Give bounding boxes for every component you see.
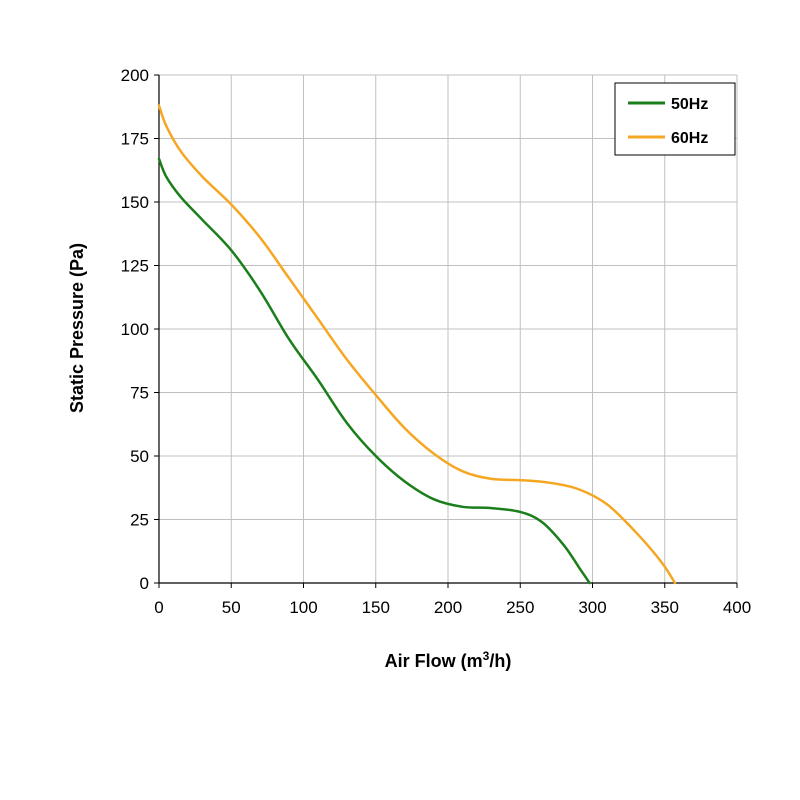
x-tick-label: 200 bbox=[434, 598, 462, 617]
x-axis-title-sup: 3 bbox=[483, 649, 490, 663]
legend-label-60hz: 60Hz bbox=[671, 130, 708, 147]
x-axis-title-main: Air Flow (m bbox=[385, 651, 483, 671]
legend: 50Hz 60Hz bbox=[614, 82, 736, 156]
x-tick-label: 400 bbox=[723, 598, 751, 617]
y-tick-label: 175 bbox=[121, 130, 149, 149]
y-tick-label: 125 bbox=[121, 257, 149, 276]
x-axis-title: Air Flow (m3/h) bbox=[385, 649, 512, 671]
legend-label-50hz: 50Hz bbox=[671, 96, 708, 113]
x-tick-label: 300 bbox=[578, 598, 606, 617]
grid bbox=[159, 74, 738, 583]
y-tick-label: 100 bbox=[121, 320, 149, 339]
x-tick-label: 50 bbox=[222, 598, 241, 617]
x-tick-label: 250 bbox=[506, 598, 534, 617]
x-tick-label: 100 bbox=[289, 598, 317, 617]
x-axis-title-tail: /h) bbox=[489, 651, 511, 671]
x-tick-label: 150 bbox=[362, 598, 390, 617]
y-tick-label: 50 bbox=[130, 447, 149, 466]
series-lines bbox=[157, 104, 677, 585]
y-tick-label: 25 bbox=[130, 511, 149, 530]
y-tick-label: 0 bbox=[140, 574, 149, 593]
x-tick-label: 0 bbox=[154, 598, 163, 617]
legend-box bbox=[614, 82, 736, 156]
series-line-60hz bbox=[157, 104, 677, 585]
y-tick-label: 75 bbox=[130, 384, 149, 403]
y-tick-label: 200 bbox=[121, 66, 149, 85]
tick-labels: 0 50 100 150 200 250 300 350 400 0 25 50 75 100 125 150… bbox=[121, 66, 752, 617]
axes bbox=[154, 74, 738, 588]
y-tick-label: 150 bbox=[121, 193, 149, 212]
series-line-50hz bbox=[157, 157, 591, 585]
x-tick-label: 350 bbox=[651, 598, 679, 617]
y-axis-title: Static Pressure (Pa) bbox=[67, 243, 87, 413]
